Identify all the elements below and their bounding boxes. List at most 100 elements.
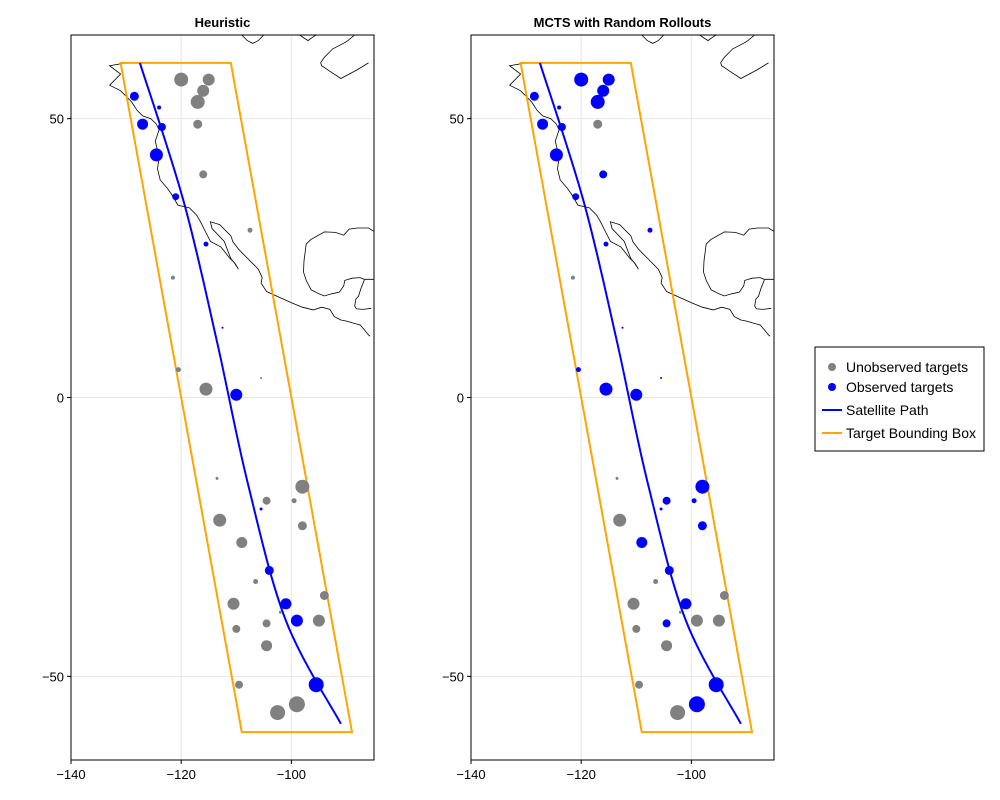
unobserved-target-point xyxy=(262,496,271,505)
unobserved-target-point xyxy=(174,72,189,87)
observed-target-point xyxy=(172,193,180,201)
y-tick-label: −50 xyxy=(442,669,464,684)
observed-target-point xyxy=(659,507,663,511)
observed-target-point xyxy=(221,326,224,329)
unobserved-target-point xyxy=(278,610,282,614)
observed-target-point xyxy=(280,598,292,610)
unobserved-target-point xyxy=(661,640,673,652)
satellite-path xyxy=(538,62,742,725)
plot-panel-mcts: MCTS with Random Rollouts −140 −120 −100 −5… xyxy=(442,15,775,782)
legend-marker-unobserved xyxy=(828,363,836,371)
legend-entry-satellite-path: Satellite Path xyxy=(822,402,929,418)
observed-target-point xyxy=(264,565,274,575)
unobserved-target-point xyxy=(719,591,729,600)
observed-target-point xyxy=(621,326,624,329)
unobserved-target-point xyxy=(190,94,205,109)
observed-target-point xyxy=(603,241,609,247)
x-tick-label: −140 xyxy=(56,767,85,782)
observed-target-point xyxy=(557,123,566,131)
coastline xyxy=(720,35,755,64)
observed-target-point xyxy=(574,72,589,87)
y-tick-label: 0 xyxy=(457,391,464,406)
observed-target-point xyxy=(599,170,608,179)
unobserved-target-point xyxy=(690,614,703,627)
unobserved-target-point xyxy=(297,521,307,531)
unobserved-target-point xyxy=(261,640,273,652)
observed-target-point xyxy=(549,148,563,162)
observed-target-point xyxy=(599,382,613,396)
unobserved-target-point xyxy=(615,476,619,480)
y-tick-label: −50 xyxy=(42,669,64,684)
satellite-path xyxy=(138,62,342,725)
observed-target-point xyxy=(537,118,549,130)
coastline xyxy=(320,62,369,79)
legend-box xyxy=(814,346,985,452)
x-tick-label: −100 xyxy=(677,767,706,782)
coastline xyxy=(703,227,774,297)
unobserved-target-point xyxy=(175,367,181,373)
satellite-path-line xyxy=(138,62,342,725)
coastline xyxy=(508,62,771,337)
plot-panel-heuristic: Heuristic −140 −120 −100 −50 0 50 xyxy=(42,15,375,782)
axis-ticks: −140 −120 −100 −50 0 50 xyxy=(442,112,706,782)
observed-target-point xyxy=(259,507,263,511)
coastline xyxy=(241,35,265,44)
observed-target-point xyxy=(647,227,653,233)
observed-target-point xyxy=(630,388,643,401)
observed-target-point xyxy=(602,73,615,86)
observed-target-point xyxy=(708,677,724,693)
unobserved-target-point xyxy=(613,513,627,527)
observed-target-point xyxy=(129,91,139,101)
coastline xyxy=(320,35,355,64)
y-tick-label: 0 xyxy=(57,391,64,406)
observed-target-point xyxy=(157,105,162,110)
plot-title-heuristic: Heuristic xyxy=(195,15,251,30)
observed-target-point xyxy=(695,479,710,494)
unobserved-target-point xyxy=(678,610,682,614)
observed-target-point xyxy=(636,537,648,548)
unobserved-target-point xyxy=(199,170,208,179)
unobserved-target-point xyxy=(247,227,253,233)
unobserved-target-point xyxy=(232,624,241,633)
x-tick-label: −120 xyxy=(167,767,196,782)
satellite-path-line xyxy=(538,62,742,725)
legend: Unobserved targets Observed targets Sate… xyxy=(814,346,985,452)
legend-label-satellite-path: Satellite Path xyxy=(846,402,929,418)
bounding-box-outline xyxy=(519,61,754,734)
coastline-map xyxy=(108,35,374,337)
unobserved-target-point xyxy=(227,597,240,610)
observed-target-point xyxy=(664,565,674,575)
observed-target-point xyxy=(597,84,610,97)
y-tick-label: 50 xyxy=(450,112,464,127)
unobserved-target-point xyxy=(236,537,248,548)
unobserved-target-point xyxy=(312,614,325,627)
unobserved-target-point xyxy=(262,619,271,628)
coastline-map xyxy=(508,35,774,337)
coastline xyxy=(354,278,374,310)
coastline xyxy=(303,227,374,297)
unobserved-target-point xyxy=(319,591,329,600)
observed-target-point xyxy=(157,123,166,131)
legend-entry-observed: Observed targets xyxy=(828,379,953,395)
unobserved-target-point xyxy=(215,476,219,480)
unobserved-target-point xyxy=(670,705,686,721)
x-tick-label: −100 xyxy=(277,767,306,782)
observed-target-point xyxy=(697,521,707,531)
observed-target-point xyxy=(691,498,697,504)
bounding-box-outline xyxy=(119,61,354,734)
y-tick-label: 50 xyxy=(50,112,64,127)
legend-label-observed: Observed targets xyxy=(846,379,953,395)
x-tick-label: −140 xyxy=(456,767,485,782)
observed-target-point xyxy=(688,696,705,713)
plot-title-mcts: MCTS with Random Rollouts xyxy=(534,15,712,30)
observed-target-point xyxy=(203,241,209,247)
observed-target-point xyxy=(575,367,581,373)
observed-target-point xyxy=(590,94,605,109)
unobserved-target-point xyxy=(712,614,725,627)
unobserved-target-point xyxy=(627,597,640,610)
unobserved-target-point xyxy=(291,498,297,504)
unobserved-target-point xyxy=(193,119,203,129)
unobserved-target-point xyxy=(635,680,643,689)
unobserved-target-point xyxy=(202,73,215,86)
